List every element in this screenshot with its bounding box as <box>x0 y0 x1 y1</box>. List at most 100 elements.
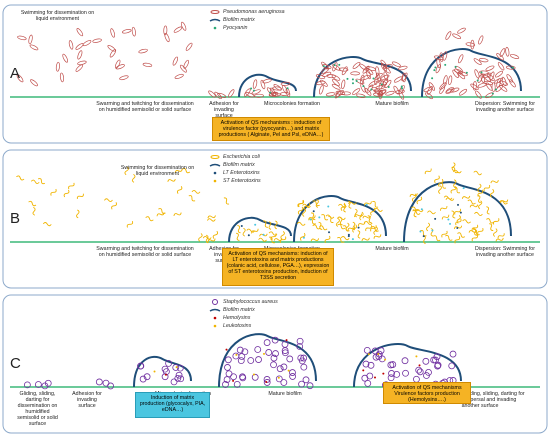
bacterium <box>331 74 341 81</box>
bacterium <box>424 168 432 175</box>
bacterium <box>174 73 184 79</box>
bacterium <box>356 93 366 99</box>
callout-box: Activation of QS mechanisms: induction o… <box>222 248 334 286</box>
bacterium <box>489 188 495 198</box>
bacterium <box>75 43 84 50</box>
toxin-dot <box>312 210 315 213</box>
bacterium <box>331 83 341 90</box>
bacterium <box>50 188 57 196</box>
bacterium <box>445 88 455 94</box>
bacterium <box>111 202 117 210</box>
bacterium <box>205 234 209 244</box>
toxin-dot <box>434 217 437 220</box>
bacterium <box>177 375 185 383</box>
bacterium <box>456 215 461 224</box>
bacterium <box>398 90 405 100</box>
bacterium <box>497 62 505 71</box>
bacterium <box>490 180 499 184</box>
bacterium <box>457 27 466 34</box>
bacterium <box>477 227 484 235</box>
legend-icon <box>210 10 220 14</box>
bacterium <box>207 218 216 222</box>
bacterium <box>441 214 450 220</box>
bacterium <box>347 226 356 231</box>
bacterium <box>362 360 370 368</box>
bacterium <box>427 210 436 215</box>
bacterium <box>230 373 237 381</box>
bacterium <box>308 215 316 221</box>
legend-icon <box>209 18 221 22</box>
toxin-dot <box>318 216 321 219</box>
bacterium <box>375 72 381 82</box>
bacterium <box>465 42 476 47</box>
toxin-dot <box>328 231 331 234</box>
bacterium <box>498 80 508 86</box>
stage-label: Gliding, sliding, darting for disseminat… <box>17 391 58 428</box>
bacterium <box>474 211 483 216</box>
biofilm-matrix <box>403 181 512 243</box>
bacterium <box>302 203 311 209</box>
bacterium <box>425 369 432 376</box>
bacterium <box>352 224 358 233</box>
toxin-dot <box>153 370 156 373</box>
bacterium <box>341 66 348 76</box>
toxin-dot <box>370 88 373 91</box>
bacterium <box>23 381 31 389</box>
bacterium <box>473 229 480 236</box>
bacterium <box>380 74 390 81</box>
bacterium <box>172 364 180 371</box>
toxin-dot <box>420 208 423 211</box>
bacterium <box>497 233 505 239</box>
bacterium <box>341 91 352 96</box>
bacterium <box>322 71 332 77</box>
bacterium <box>485 65 495 72</box>
bacterium <box>244 88 251 97</box>
toxin-dot <box>252 373 255 376</box>
toxin-dot <box>382 372 385 375</box>
bacterium <box>411 206 420 212</box>
toxin-dot <box>456 226 459 229</box>
bacterium <box>457 232 466 238</box>
bacterium <box>137 362 144 370</box>
bacterium <box>298 199 305 208</box>
toxin-dot <box>459 211 462 214</box>
bacterium <box>302 208 307 217</box>
bacterium <box>143 373 151 381</box>
bacterium <box>387 361 395 369</box>
bacterium <box>426 222 431 232</box>
legend-label: Pseudomonas aeruginosa <box>223 9 285 15</box>
bacterium <box>258 237 267 242</box>
bacterium <box>436 58 441 69</box>
legend-icon <box>212 299 218 305</box>
bacterium <box>328 215 334 223</box>
bacterium <box>95 378 103 386</box>
bacterium <box>506 74 513 83</box>
toxin-dot <box>247 234 250 237</box>
bacterium <box>156 212 165 217</box>
bacterium <box>458 88 468 96</box>
bacterium <box>496 78 501 88</box>
bacterium <box>247 357 255 364</box>
bacterium <box>385 90 395 96</box>
bacterium <box>477 189 484 197</box>
bacterium <box>273 238 283 241</box>
bacterium <box>280 363 288 371</box>
bacterium <box>300 354 308 362</box>
bacterium <box>138 48 148 54</box>
bacterium <box>374 73 383 80</box>
legend-icon <box>213 179 217 183</box>
bacterium <box>239 373 246 381</box>
bacterium <box>383 71 389 81</box>
toxin-dot <box>465 71 468 74</box>
bacterium <box>423 86 433 92</box>
stage-label: Swarming and twitching for dissemination… <box>96 246 194 259</box>
bacterium <box>361 374 369 382</box>
bacterium <box>420 229 427 237</box>
legend-label: Hemolysins <box>223 315 251 321</box>
toxin-dot <box>415 355 418 358</box>
bacterium <box>338 67 349 72</box>
bacterium <box>371 87 381 93</box>
toxin-dot <box>309 218 312 221</box>
bacterium <box>208 90 216 98</box>
